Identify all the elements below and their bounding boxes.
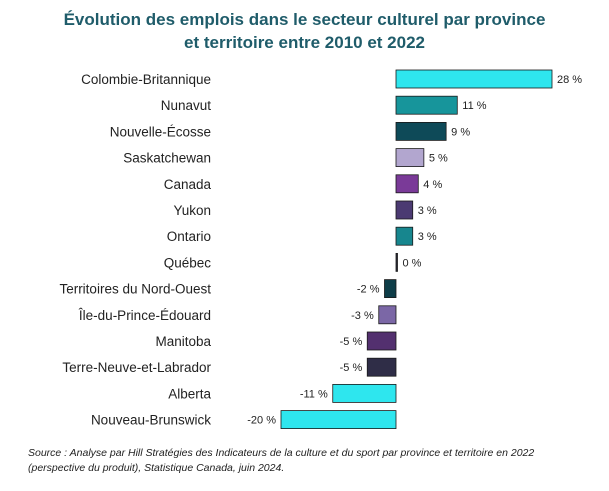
bar [384, 279, 397, 299]
chart-title-line-1: Évolution des emplois dans le secteur cu… [63, 10, 546, 29]
bar [395, 95, 458, 115]
value-label: 9 % [451, 126, 470, 138]
category-label: Territoires du Nord-Ouest [59, 282, 211, 297]
chart-title: Évolution des emplois dans le secteur cu… [0, 8, 609, 54]
bar [366, 331, 397, 351]
value-label: -3 % [351, 310, 374, 322]
bar [395, 174, 419, 194]
value-label: -2 % [357, 284, 380, 296]
value-label: 3 % [418, 205, 437, 217]
bar [395, 226, 414, 246]
category-label: Yukon [173, 203, 211, 218]
category-label: Alberta [168, 386, 211, 401]
category-label: Île-du-Prince-Édouard [78, 308, 211, 323]
category-label: Manitoba [155, 334, 211, 349]
source-note: Source : Analyse par Hill Stratégies des… [28, 447, 535, 474]
bar [332, 383, 397, 403]
bar-chart: Colombie-Britannique 28 % Nunavut 11 % Nouve… [59, 69, 582, 430]
value-label: 5 % [429, 153, 448, 165]
value-label: -5 % [340, 362, 363, 374]
value-label: 0 % [403, 257, 422, 269]
category-label: Nouvelle-Écosse [110, 124, 211, 139]
value-label: 11 % [462, 100, 486, 112]
bar [395, 148, 425, 168]
value-label: 28 % [557, 74, 582, 86]
category-label: Nouveau-Brunswick [91, 413, 211, 428]
value-label: -20 % [247, 415, 276, 427]
chart-title-line-2: et territoire entre 2010 et 2022 [184, 33, 425, 52]
value-label: 3 % [418, 231, 437, 243]
category-label: Ontario [167, 229, 211, 244]
bar [280, 410, 397, 430]
category-label: Colombie-Britannique [81, 72, 211, 87]
bar [395, 200, 414, 220]
category-label: Nunavut [161, 98, 212, 113]
category-label: Terre-Neuve-et-Labrador [62, 360, 211, 375]
value-label: 4 % [423, 179, 442, 191]
value-label: -5 % [340, 336, 363, 348]
bar [395, 69, 553, 89]
bar [395, 252, 398, 272]
bar [378, 305, 397, 325]
bar [395, 122, 447, 141]
bar [366, 357, 397, 377]
category-label: Québec [164, 255, 212, 270]
category-label: Canada [164, 177, 212, 192]
value-label: -11 % [300, 388, 328, 400]
category-label: Saskatchewan [123, 151, 211, 166]
